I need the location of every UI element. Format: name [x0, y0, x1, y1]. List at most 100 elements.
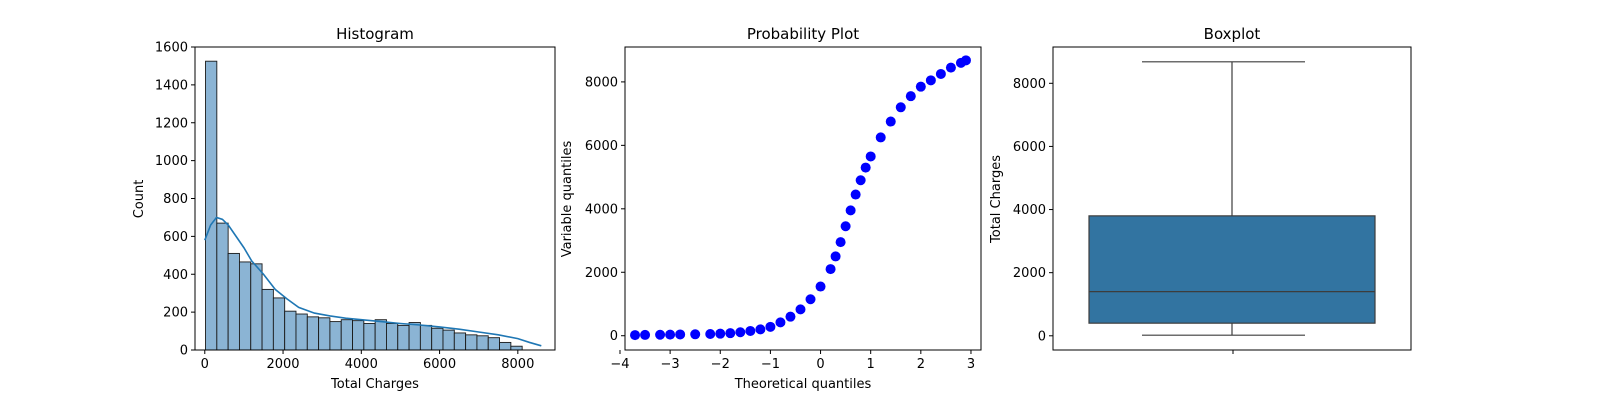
probability-point: [895, 102, 906, 113]
boxplot-y-tick-label: 8000: [1013, 77, 1046, 92]
histogram-y-tick-label: 1400: [155, 78, 188, 93]
probability-point: [795, 304, 806, 315]
histogram-y-tick-label: 0: [180, 344, 188, 359]
histogram-y-tick-label: 1600: [155, 41, 188, 56]
histogram-bar: [476, 335, 489, 351]
histogram-bar: [295, 313, 308, 351]
probability-point: [675, 329, 686, 340]
probability-point: [630, 330, 641, 341]
probability-point: [755, 324, 766, 335]
boxplot-y-tick-label: 6000: [1013, 140, 1046, 155]
histogram-bar: [510, 345, 523, 351]
probability-point: [815, 281, 826, 292]
histogram-bar: [306, 316, 320, 351]
histogram-bar: [453, 332, 467, 351]
probability-y-tick-label: 0: [610, 329, 618, 344]
histogram-bar: [272, 297, 286, 351]
probability-y-tick-label: 8000: [585, 75, 618, 90]
iqr-box: [1088, 215, 1376, 324]
probability-point: [835, 237, 846, 248]
probability-point: [775, 317, 786, 328]
histogram-x-tick-label: 8000: [501, 357, 534, 372]
probability-point: [725, 328, 736, 339]
probability-x-tick-label: −3: [661, 357, 680, 372]
probability-x-tick-label: −4: [610, 357, 629, 372]
histogram-bar: [352, 320, 365, 351]
histogram-bar: [374, 319, 387, 351]
probability-point: [850, 189, 861, 200]
histogram-bar: [487, 337, 500, 351]
probability-point: [715, 328, 726, 339]
probability-x-label: Theoretical quantiles: [734, 377, 872, 392]
probability-point: [665, 329, 676, 340]
probability-point: [705, 328, 716, 339]
probability-point: [905, 91, 916, 102]
probability-point: [745, 325, 756, 336]
histogram-y-tick-label: 400: [163, 268, 188, 283]
boxplot-box: [1088, 61, 1376, 336]
probability-point: [825, 264, 836, 275]
histogram-bar: [250, 263, 263, 351]
histogram-bars: [205, 60, 523, 351]
probability-point: [845, 205, 856, 216]
probability-y-tick-label: 4000: [585, 202, 618, 217]
probability-point: [785, 311, 796, 322]
boxplot-y-tick-label: 4000: [1013, 203, 1046, 218]
histogram-x-tick-label: 2000: [266, 357, 299, 372]
probability-point: [935, 68, 946, 79]
probability-x-tick-label: 0: [816, 357, 824, 372]
probability-point: [885, 116, 896, 127]
boxplot-title: Boxplot: [1204, 25, 1261, 43]
boxplot-frame: [1052, 46, 1412, 351]
probability-point: [690, 329, 701, 340]
probability-plot-title: Probability Plot: [747, 25, 859, 43]
histogram-bar: [205, 60, 218, 351]
probability-x-tick-label: 3: [967, 357, 975, 372]
histogram-bar: [261, 288, 274, 351]
histogram-bar: [431, 327, 444, 351]
probability-point: [640, 329, 651, 340]
kde-line: [204, 216, 542, 347]
histogram-y-tick-label: 1200: [155, 116, 188, 131]
histogram-panel: Histogram 0 2000 4000 6000 8000 0 200 400 600 80…: [132, 25, 556, 392]
histogram-bar: [397, 324, 410, 351]
probability-y-tick-label: 2000: [585, 266, 618, 281]
histogram-bar: [318, 317, 331, 351]
histogram-bar: [442, 329, 455, 351]
probability-frame: [624, 46, 982, 351]
probability-point: [960, 55, 971, 66]
boxplot-y-tick-label: 2000: [1013, 266, 1046, 281]
histogram-x-label: Total Charges: [330, 377, 419, 392]
probability-points: [630, 55, 971, 341]
histogram-bar: [499, 341, 512, 351]
histogram-y-label: Count: [132, 180, 147, 219]
probability-point: [865, 151, 876, 162]
probability-y-ticks: 0 2000 4000 6000 8000: [585, 75, 625, 344]
probability-point: [945, 62, 956, 73]
boxplot-y-ticks: 0 2000 4000 6000 8000: [1013, 77, 1053, 344]
probability-point: [735, 327, 746, 338]
probability-y-tick-label: 6000: [585, 139, 618, 154]
probability-x-tick-label: −1: [761, 357, 780, 372]
probability-point: [805, 294, 816, 305]
probability-x-tick-label: −2: [711, 357, 730, 372]
histogram-bar: [408, 322, 421, 351]
probability-point: [875, 132, 886, 143]
probability-plot-panel: Probability Plot −4 −3 −2 −1 0 1 2 3 0 2000 4000 6…: [560, 25, 982, 392]
histogram-x-tick-label: 0: [201, 357, 209, 372]
histogram-y-tick-label: 200: [163, 306, 188, 321]
probability-point: [765, 321, 776, 332]
boxplot-y-tick-label: 0: [1038, 329, 1046, 344]
histogram-bar: [329, 321, 342, 351]
probability-point: [915, 81, 926, 92]
probability-point: [860, 162, 871, 173]
histogram-bar: [284, 310, 297, 351]
histogram-bar: [363, 323, 376, 351]
probability-x-tick-label: 1: [867, 357, 875, 372]
histogram-bar: [465, 334, 478, 351]
probability-x-tick-label: 2: [917, 357, 925, 372]
histogram-bar: [238, 261, 252, 351]
probability-y-label: Variable quantiles: [560, 140, 575, 257]
boxplot-y-label: Total Charges: [989, 155, 1004, 244]
